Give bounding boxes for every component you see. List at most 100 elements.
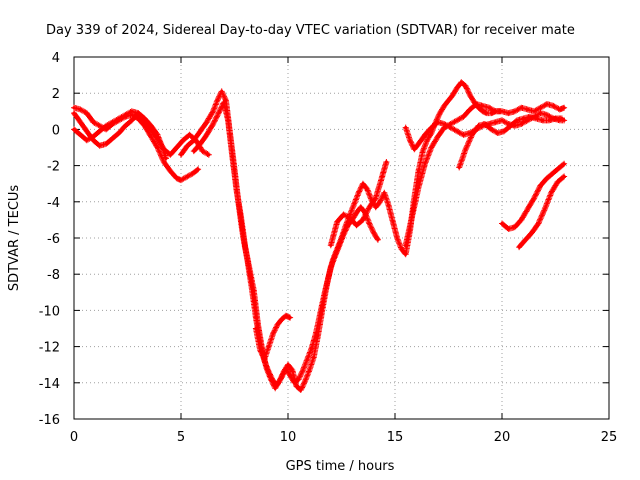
- data-point: [545, 102, 549, 106]
- data-point: [333, 254, 337, 258]
- data-point: [230, 155, 234, 159]
- data-point: [258, 348, 262, 352]
- data-point: [551, 171, 556, 175]
- data-point: [408, 138, 412, 142]
- data-point: [320, 308, 324, 312]
- data-point: [91, 135, 95, 139]
- data-point: [192, 138, 196, 142]
- data-point: [513, 109, 517, 113]
- data-point: [295, 384, 299, 388]
- x-tick-label: 5: [177, 430, 185, 445]
- data-point: [175, 176, 179, 180]
- data-point: [509, 124, 513, 128]
- data-point: [217, 109, 222, 113]
- data-point: [449, 126, 453, 130]
- data-point: [446, 98, 451, 102]
- data-point: [382, 191, 386, 195]
- data-point: [500, 118, 504, 122]
- data-point: [275, 323, 279, 327]
- series-trace-f: [327, 159, 390, 249]
- data-point: [215, 98, 219, 102]
- data-point: [200, 149, 204, 153]
- data-point: [442, 122, 446, 126]
- data-point: [175, 145, 179, 150]
- data-point: [164, 156, 168, 160]
- data-point: [198, 129, 202, 133]
- data-point: [494, 109, 498, 113]
- data-point: [436, 120, 440, 124]
- x-tick-label: 10: [280, 430, 297, 445]
- data-point: [455, 129, 459, 133]
- data-point: [143, 118, 147, 122]
- data-point: [416, 142, 421, 146]
- data-point: [474, 102, 478, 106]
- data-point: [123, 113, 127, 117]
- x-tick-label: 0: [70, 430, 78, 445]
- data-point: [412, 147, 416, 151]
- y-tick-label: -6: [47, 232, 60, 247]
- data-point: [299, 388, 303, 392]
- data-point: [528, 115, 532, 119]
- data-point: [410, 214, 414, 218]
- data-point: [500, 109, 504, 113]
- data-point: [494, 120, 498, 124]
- data-point: [374, 205, 378, 209]
- data-point: [374, 196, 378, 200]
- data-point: [247, 267, 252, 271]
- data-point: [243, 245, 247, 249]
- data-point: [485, 111, 489, 115]
- data-point: [562, 106, 566, 110]
- data-point: [162, 147, 166, 151]
- data-point: [372, 231, 376, 235]
- data-point: [459, 80, 463, 84]
- data-point: [558, 165, 562, 169]
- data-point: [468, 107, 472, 112]
- data-point: [395, 236, 399, 240]
- data-point: [205, 120, 209, 124]
- data-point: [211, 122, 215, 126]
- data-point: [538, 111, 543, 115]
- y-tick-label: -4: [47, 196, 60, 211]
- data-point: [451, 93, 455, 97]
- series-trace-g: [402, 101, 568, 249]
- data-point: [560, 116, 564, 121]
- data-point: [421, 149, 425, 153]
- data-point: [312, 355, 316, 360]
- data-point: [399, 247, 403, 251]
- data-point: [532, 109, 536, 113]
- chart-title: Day 339 of 2024, Sidereal Day-to-day VTE…: [46, 23, 575, 38]
- data-point: [181, 138, 185, 142]
- data-point: [98, 124, 102, 128]
- data-point: [532, 196, 536, 200]
- data-point: [130, 118, 134, 122]
- data-point: [365, 187, 369, 191]
- data-point: [303, 379, 307, 383]
- data-point: [534, 116, 538, 121]
- series-layer: [71, 79, 568, 393]
- data-point: [354, 223, 359, 227]
- data-point: [549, 191, 553, 195]
- data-point: [556, 180, 560, 184]
- data-point: [337, 243, 341, 247]
- data-point: [457, 165, 461, 169]
- data-point: [288, 316, 292, 320]
- data-point: [519, 106, 523, 110]
- data-point: [416, 185, 421, 189]
- data-point: [425, 138, 429, 142]
- data-point: [515, 118, 519, 122]
- data-point: [423, 133, 427, 137]
- data-point: [481, 109, 485, 113]
- data-point: [436, 135, 440, 139]
- data-point: [342, 212, 346, 217]
- data-point: [168, 153, 172, 157]
- data-point: [155, 145, 160, 150]
- series-trace-c: [71, 108, 212, 158]
- data-point: [254, 326, 258, 331]
- data-point: [207, 153, 211, 157]
- data-point: [123, 124, 127, 128]
- data-point: [252, 288, 256, 293]
- data-point: [130, 109, 134, 113]
- y-tick-label: 4: [52, 51, 60, 66]
- data-point: [502, 129, 506, 133]
- data-point: [85, 129, 89, 133]
